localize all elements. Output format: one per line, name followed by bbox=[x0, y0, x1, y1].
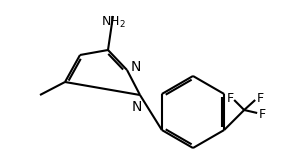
Text: NH$_2$: NH$_2$ bbox=[100, 14, 126, 30]
Text: F: F bbox=[227, 92, 234, 104]
Text: F: F bbox=[257, 92, 264, 104]
Text: N: N bbox=[132, 100, 142, 114]
Text: F: F bbox=[259, 108, 266, 121]
Text: N: N bbox=[131, 60, 141, 74]
